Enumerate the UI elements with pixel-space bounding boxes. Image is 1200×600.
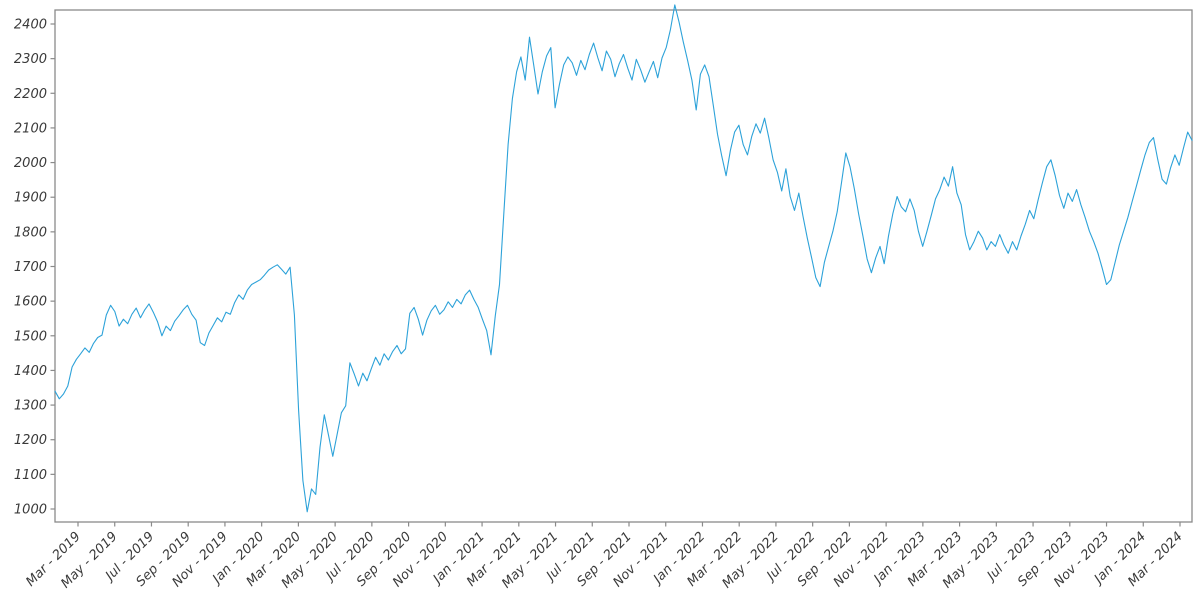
y-tick-label: 2400 [14, 18, 47, 33]
y-tick-label: 2000 [14, 156, 47, 171]
y-tick-label: 1700 [14, 260, 47, 275]
y-tick-label: 1600 [14, 295, 47, 310]
y-tick-label: 1400 [14, 364, 47, 379]
y-tick-label: 2300 [14, 52, 47, 67]
y-tick-label: 1500 [14, 329, 47, 344]
y-tick-label: 1100 [14, 468, 47, 483]
y-tick-label: 1800 [14, 225, 47, 240]
y-tick-label: 1900 [14, 191, 47, 206]
y-tick-label: 1200 [14, 433, 47, 448]
price-series-line [54, 4, 1193, 513]
y-tick-label: 2100 [14, 121, 47, 136]
y-tick-label: 1000 [14, 503, 47, 518]
plot-border [54, 9, 1193, 523]
data-line [54, 4, 1193, 513]
y-axis: 1000 1100 1200 1300 1400 1500 1600 1700 1800 1900… [14, 18, 55, 518]
y-tick-label: 2200 [14, 87, 47, 102]
y-tick-label: 1300 [14, 399, 47, 414]
plot-frame [54, 9, 1193, 523]
